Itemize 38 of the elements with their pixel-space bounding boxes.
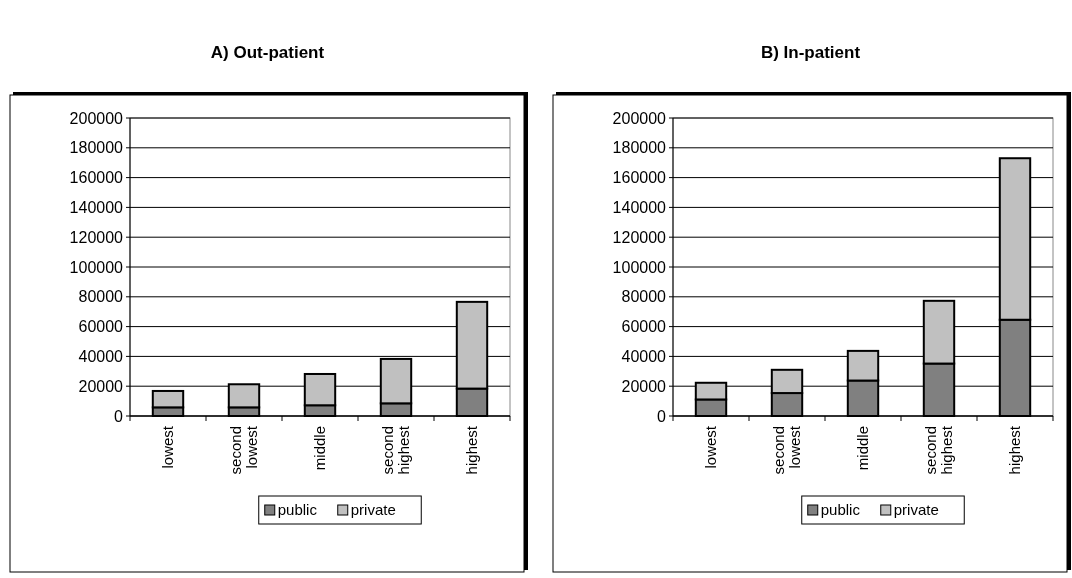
- x-tick-label: second highest: [379, 425, 413, 475]
- y-tick-label: 40000: [78, 348, 124, 365]
- y-tick-label: 20000: [78, 377, 124, 395]
- y-tick-label: 20000: [621, 377, 667, 395]
- legend-label: private: [893, 501, 939, 519]
- chart-title: B) In-patient: [760, 43, 861, 62]
- x-tick-label: second lowest: [770, 425, 804, 475]
- y-tick-label: 200000: [612, 109, 667, 127]
- y-tick-label: 140000: [69, 199, 124, 216]
- y-tick-label: 0: [114, 407, 124, 425]
- legend-label: public: [820, 501, 861, 519]
- y-tick-label: 200000: [69, 109, 124, 127]
- y-tick-label: 120000: [612, 228, 667, 246]
- x-tick-label: lowest: [702, 425, 720, 469]
- legend-label: public: [277, 501, 318, 519]
- y-tick-label: 160000: [612, 169, 667, 187]
- x-tick-label: second lowest: [227, 425, 261, 475]
- x-tick-label: middle: [311, 426, 329, 471]
- y-tick-label: 0: [657, 407, 667, 425]
- chart-title: A) Out-patient: [210, 43, 325, 62]
- y-tick-label: 180000: [612, 139, 667, 157]
- y-tick-label: 140000: [612, 199, 667, 216]
- y-tick-label: 100000: [612, 258, 667, 276]
- x-tick-label: highest: [1006, 425, 1024, 475]
- x-tick-label: highest: [463, 425, 481, 475]
- y-tick-label: 100000: [69, 258, 124, 276]
- y-tick-label: 80000: [621, 288, 667, 306]
- y-tick-label: 120000: [69, 228, 124, 246]
- y-tick-label: 60000: [78, 318, 124, 336]
- x-tick-label: lowest: [159, 425, 177, 469]
- y-tick-label: 180000: [69, 139, 124, 157]
- legend-label: private: [350, 501, 396, 519]
- y-tick-label: 40000: [621, 348, 667, 365]
- y-tick-label: 80000: [78, 288, 124, 306]
- y-tick-label: 160000: [69, 169, 124, 187]
- x-tick-label: second highest: [922, 425, 956, 475]
- x-tick-label: middle: [854, 426, 872, 471]
- y-tick-label: 60000: [621, 318, 667, 336]
